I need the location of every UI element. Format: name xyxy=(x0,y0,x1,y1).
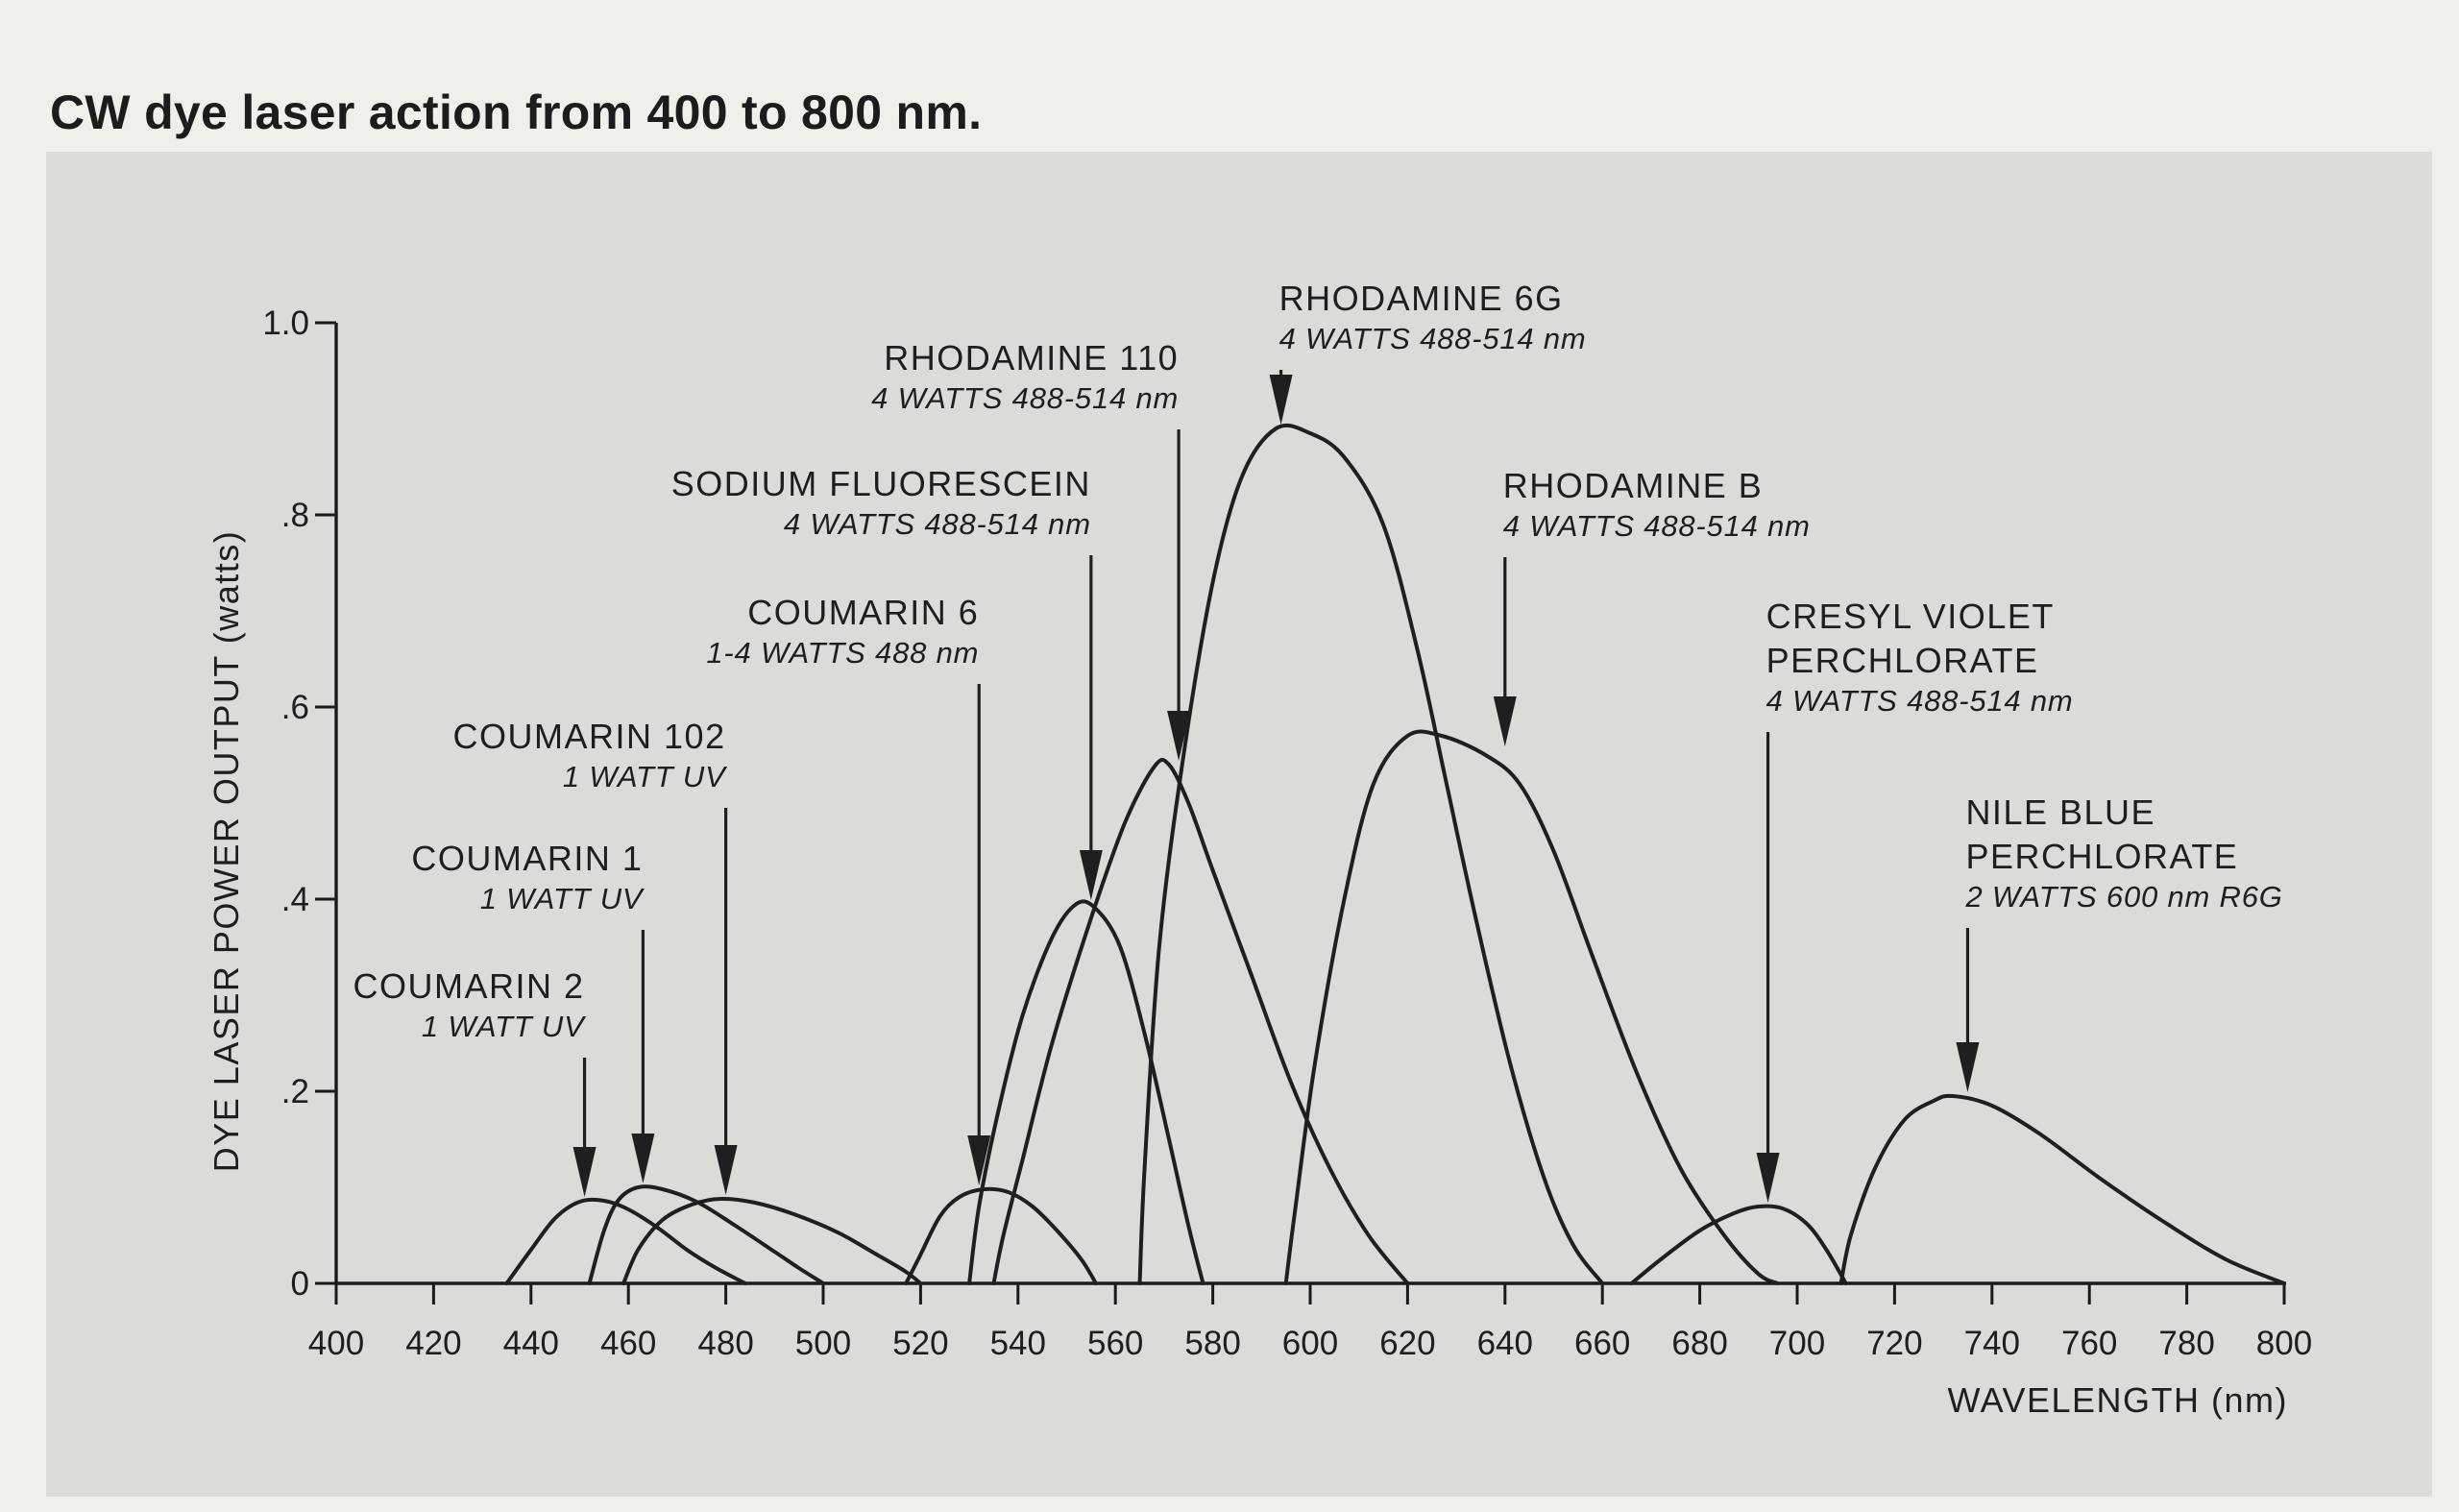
annotation-coumarin-1: COUMARIN 1 1 WATT UV xyxy=(411,839,655,1183)
x-tick-label: 780 xyxy=(2158,1325,2214,1362)
pump-spec-label: 1 WATT UV xyxy=(480,882,645,915)
x-tick-label: 680 xyxy=(1671,1325,1727,1362)
pump-spec-label: 1 WATT UV xyxy=(563,760,728,793)
curve-rhodamine-110 xyxy=(991,757,1410,1285)
dye-name-label: RHODAMINE B xyxy=(1503,466,1764,505)
x-tick-label: 560 xyxy=(1087,1325,1143,1362)
x-tick-label: 520 xyxy=(892,1325,948,1362)
x-tick-label: 800 xyxy=(2256,1325,2312,1362)
pointer-arrow-head xyxy=(714,1145,738,1195)
y-tick-label: 1.0 xyxy=(262,305,309,342)
curve-rhodamine-b xyxy=(1283,729,1780,1285)
x-tick-label: 400 xyxy=(308,1325,364,1362)
pointer-arrow-head xyxy=(967,1135,991,1185)
x-tick-label: 740 xyxy=(1964,1325,2020,1362)
y-tick-label: .8 xyxy=(281,497,309,534)
y-tick-label: .4 xyxy=(281,881,309,918)
x-tick-label: 660 xyxy=(1574,1325,1630,1362)
annotation-nile-blue-perchlorate: NILE BLUE PERCHLORATE 2 WATTS 600 nm R6G xyxy=(1956,793,2282,1092)
x-tick-label: 640 xyxy=(1477,1325,1533,1362)
dye-name-label: SODIUM FLUORESCEIN xyxy=(671,464,1091,503)
pointer-arrow-head xyxy=(631,1134,655,1183)
dye-name-label: COUMARIN 6 xyxy=(747,593,979,632)
pump-spec-label: 4 WATTS 488-514 nm xyxy=(1503,509,1811,543)
x-tick-label: 460 xyxy=(600,1325,656,1362)
y-tick-label: .6 xyxy=(281,689,309,726)
pointer-arrow-head xyxy=(1756,1153,1780,1203)
dye-name-label: COUMARIN 1 xyxy=(411,839,643,878)
dye-name-label: PERCHLORATE xyxy=(1766,641,2039,680)
x-tick-label: 440 xyxy=(503,1325,559,1362)
dye-name-label: COUMARIN 2 xyxy=(353,966,585,1006)
annotation-cresyl-violet-perchlorate: CRESYL VIOLET PERCHLORATE 4 WATTS 488-514 … xyxy=(1756,597,2074,1203)
annotation-sodium-fluorescein: SODIUM FLUORESCEIN 4 WATTS 488-514 nm xyxy=(671,464,1103,900)
dye-name-label: COUMARIN 102 xyxy=(453,717,726,756)
pump-spec-label: 4 WATTS 488-514 nm xyxy=(784,507,1091,541)
pump-spec-label: 4 WATTS 488-514 nm xyxy=(871,381,1179,415)
axes: 400 420 440 460 480 500 520 540 560 580 600 620 640 6… xyxy=(262,305,2312,1362)
pump-spec-label: 4 WATTS 488-514 nm xyxy=(1766,684,2074,718)
pump-spec-label: 2 WATTS 600 nm R6G xyxy=(1964,880,2282,914)
pointer-arrow-head xyxy=(572,1147,596,1197)
pointer-arrow-head xyxy=(1493,696,1517,746)
curve-rhodamine-6g xyxy=(1137,423,1605,1285)
annotation-coumarin-2: COUMARIN 2 1 WATT UV xyxy=(353,966,596,1197)
x-tick-label: 760 xyxy=(2061,1325,2117,1362)
annotation-rhodamine-b: RHODAMINE B 4 WATTS 488-514 nm xyxy=(1493,466,1811,746)
pointer-arrow-head xyxy=(1269,375,1293,425)
pump-spec-label: 4 WATTS 488-514 nm xyxy=(1279,322,1587,355)
tuning-curves xyxy=(504,423,2286,1285)
x-tick-label: 480 xyxy=(697,1325,753,1362)
y-tick-label: 0 xyxy=(291,1265,309,1303)
curve-coumarin-1 xyxy=(587,1184,825,1285)
curve-coumarin-2 xyxy=(504,1197,747,1285)
x-tick-label: 500 xyxy=(795,1325,851,1362)
x-tick-label: 580 xyxy=(1184,1325,1240,1362)
dye-name-label: NILE BLUE xyxy=(1965,793,2155,832)
curve-nile-blue-perchlorate xyxy=(1838,1093,2286,1285)
x-tick-label: 600 xyxy=(1282,1325,1338,1362)
pump-spec-label: 1 WATT UV xyxy=(422,1010,587,1043)
y-axis-title: DYE LASER POWER OUTPUT (watts) xyxy=(207,530,246,1172)
dye-name-label: RHODAMINE 6G xyxy=(1279,279,1564,318)
pointer-arrow-head xyxy=(1079,850,1103,900)
pointer-arrow-head xyxy=(1956,1042,1980,1092)
dye-laser-chart: 400 420 440 460 480 500 520 540 560 580 600 620 640 6… xyxy=(207,279,2312,1420)
pointer-arrow-head xyxy=(1167,711,1191,761)
x-tick-label: 540 xyxy=(990,1325,1046,1362)
pump-spec-label: 1-4 WATTS 488 nm xyxy=(706,636,979,670)
curve-sodium-fluorescein xyxy=(967,899,1205,1285)
chart-panel: 400 420 440 460 480 500 520 540 560 580 600 620 640 6… xyxy=(46,152,2432,1497)
annotation-coumarin-102: COUMARIN 102 1 WATT UV xyxy=(453,717,738,1195)
curve-coumarin-6 xyxy=(904,1186,1098,1285)
y-tick-label: .2 xyxy=(281,1073,309,1110)
x-tick-label: 700 xyxy=(1769,1325,1825,1362)
page-title: CW dye laser action from 400 to 800 nm. xyxy=(50,85,983,139)
annotation-rhodamine-6g: RHODAMINE 6G 4 WATTS 488-514 nm xyxy=(1269,279,1587,425)
x-axis-title: WAVELENGTH (nm) xyxy=(1947,1380,2288,1420)
x-tick-label: 420 xyxy=(405,1325,461,1362)
dye-name-label: CRESYL VIOLET xyxy=(1766,597,2055,636)
dye-name-label: PERCHLORATE xyxy=(1965,837,2238,876)
curve-cresyl-violet-perchlorate xyxy=(1629,1204,1848,1285)
x-tick-label: 620 xyxy=(1379,1325,1435,1362)
dye-name-label: RHODAMINE 110 xyxy=(884,338,1179,378)
annotation-coumarin-6: COUMARIN 6 1-4 WATTS 488 nm xyxy=(706,593,991,1185)
x-tick-label: 720 xyxy=(1866,1325,1922,1362)
curve-coumarin-102 xyxy=(621,1196,923,1285)
